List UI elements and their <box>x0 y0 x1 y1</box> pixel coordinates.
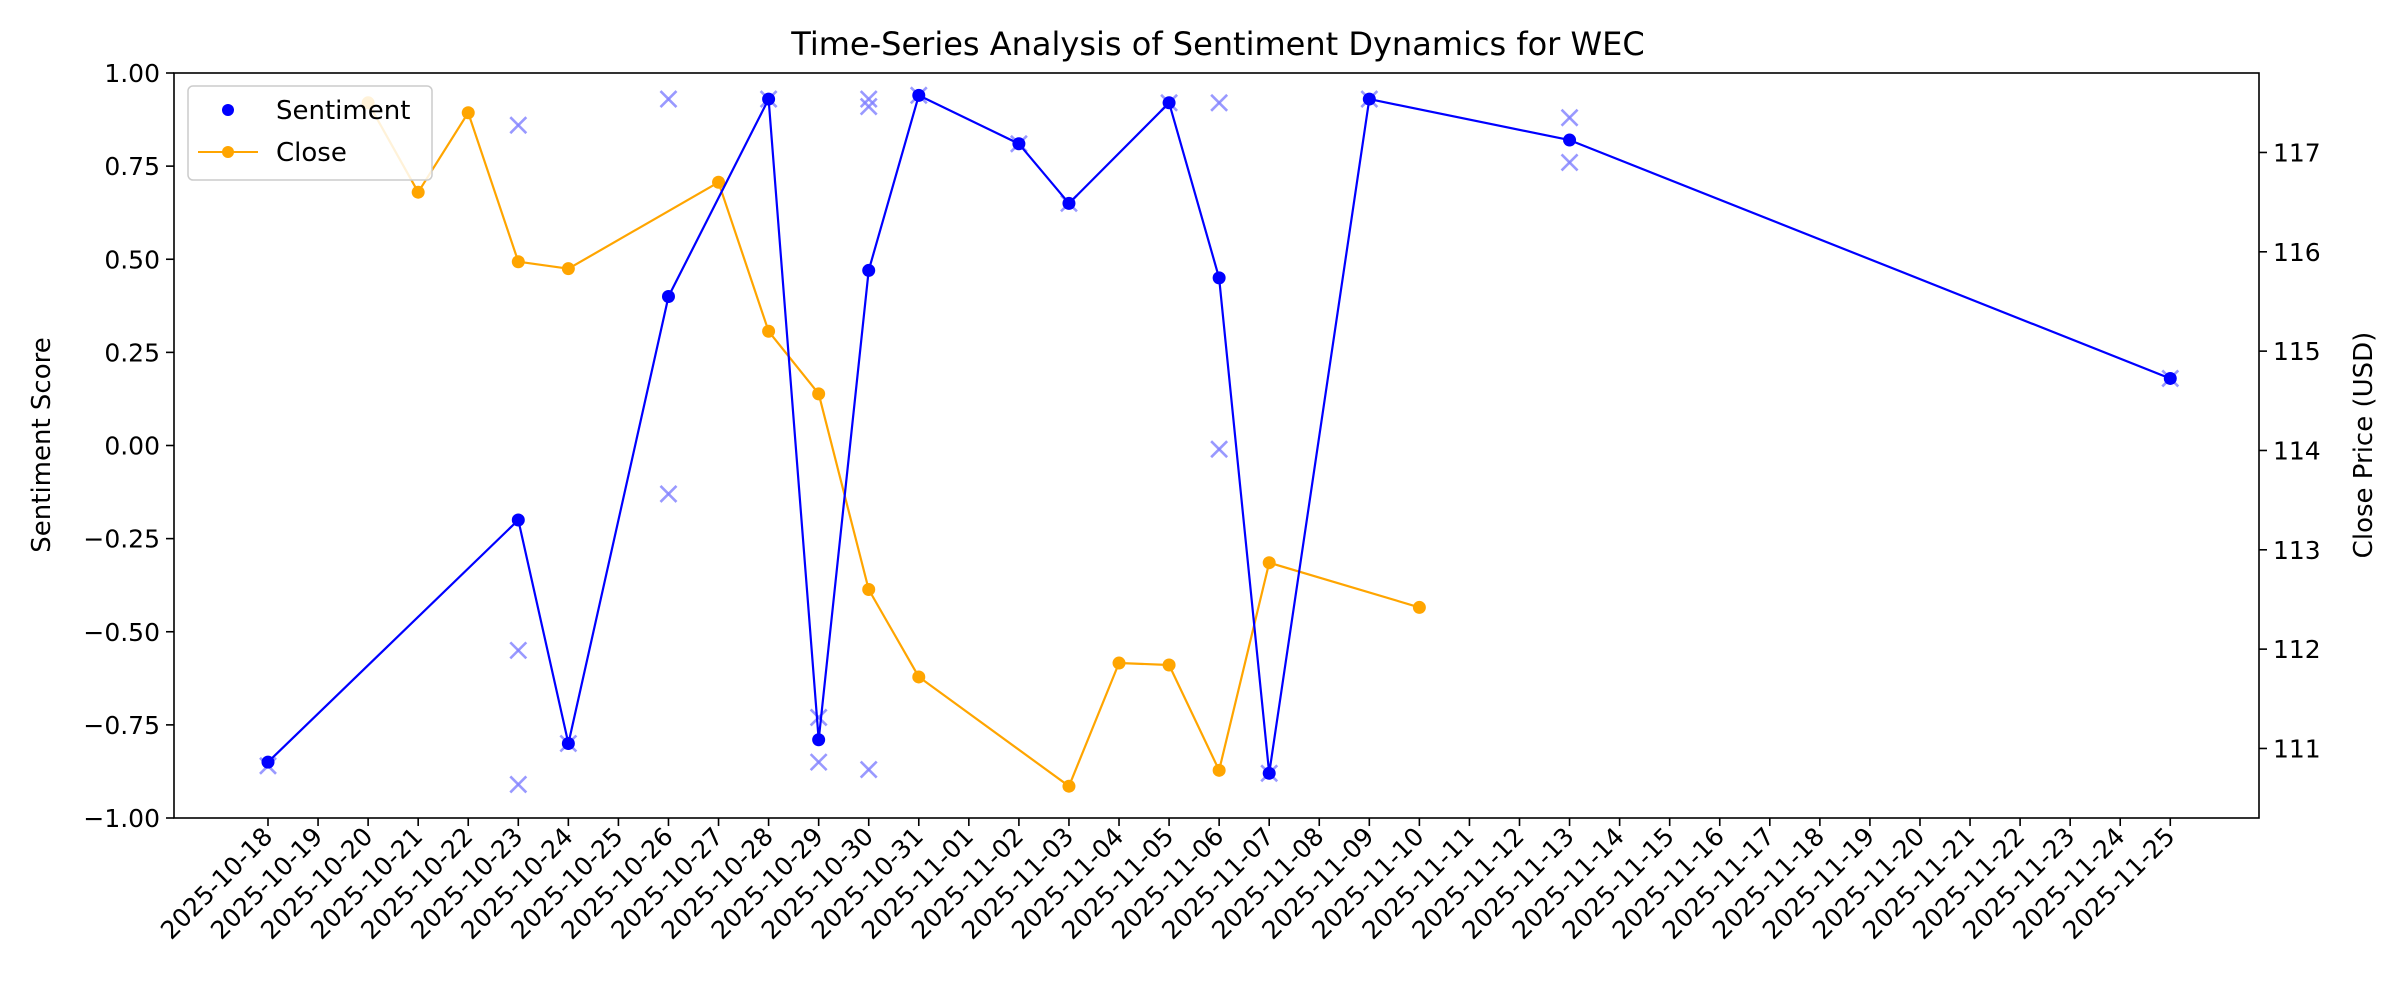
sentiment-point <box>1162 96 1176 110</box>
right-axis-tick-label: 114 <box>2273 436 2321 465</box>
left-axis-tick-label: 0.75 <box>104 152 160 181</box>
sentiment-series-layer <box>261 88 2177 780</box>
sentiment-point <box>661 290 675 303</box>
legend-sentiment-label: Sentiment <box>276 96 410 126</box>
right-axis-tick-label: 116 <box>2273 238 2321 267</box>
right-axis: 117 116 115 114 113 112 111 <box>2259 138 2321 763</box>
left-axis-tick-label: −1.00 <box>83 804 160 833</box>
close-point <box>762 324 776 338</box>
raw-point <box>659 90 678 108</box>
close-point <box>561 262 575 276</box>
left-axis: 1.00 0.75 0.50 0.25 0.00 −0.25 −0.50 −0.75 −1.00 <box>83 59 174 833</box>
sentiment-point <box>261 755 275 769</box>
close-point <box>511 255 525 269</box>
left-axis-tick-label: 0.50 <box>104 245 160 274</box>
left-axis-tick-label: 0.25 <box>104 338 160 367</box>
sentiment-point <box>762 92 776 106</box>
raw-point <box>509 641 528 660</box>
raw-point <box>859 760 878 779</box>
sentiment-point <box>1012 137 1026 151</box>
raw-point <box>809 708 828 727</box>
left-axis-tick-label: −0.75 <box>83 711 160 740</box>
raw-point <box>1210 93 1229 112</box>
sentiment-point <box>912 88 926 102</box>
close-point <box>1212 763 1226 777</box>
sentiment-point <box>862 263 876 277</box>
close-line <box>367 102 1420 788</box>
left-axis-tick-label: 0.00 <box>104 432 160 461</box>
raw-point <box>1560 153 1579 172</box>
sentiment-line <box>267 94 2171 775</box>
y-axis-title-left: Sentiment Score <box>27 337 57 552</box>
raw-point <box>659 485 678 503</box>
right-axis-tick-label: 117 <box>2273 138 2321 167</box>
close-point <box>1062 779 1076 793</box>
sentiment-point <box>511 513 525 527</box>
sentiment-point <box>2163 371 2177 385</box>
raw-point <box>1560 108 1579 127</box>
close-point <box>1412 600 1426 614</box>
right-axis-tick-label: 113 <box>2273 536 2321 565</box>
close-point <box>411 185 425 199</box>
left-axis-tick-label: −0.50 <box>83 618 160 647</box>
close-point <box>912 670 926 684</box>
sentiment-point <box>561 737 575 750</box>
sentiment-point <box>1212 271 1226 285</box>
left-axis-tick-label: 1.00 <box>104 59 160 88</box>
right-axis-tick-label: 112 <box>2273 635 2321 664</box>
x-axis: 2025-10-182025-10-192025-10-202025-10-21… <box>155 818 2181 945</box>
close-point <box>862 583 876 597</box>
right-axis-tick-label: 111 <box>2273 734 2321 763</box>
raw-point <box>859 90 878 108</box>
legend-box <box>187 85 433 181</box>
legend: Sentiment Close <box>187 85 433 181</box>
chart-title: Time-Series Analysis of Sentiment Dynami… <box>790 25 1644 63</box>
raw-point <box>809 753 828 772</box>
legend-close-marker <box>222 146 234 158</box>
close-series-layer <box>361 96 1426 793</box>
left-axis-tick-label: −0.25 <box>83 525 160 554</box>
sentiment-point <box>1362 92 1376 106</box>
close-point <box>1262 556 1276 570</box>
y-axis-title-right: Close Price (USD) <box>2349 332 2379 559</box>
close-point <box>712 175 726 189</box>
sentiment-point <box>1563 133 1577 147</box>
sentiment-point <box>1062 196 1076 210</box>
raw-point <box>1210 440 1229 459</box>
right-axis-tick-label: 115 <box>2273 337 2321 366</box>
sentiment-point <box>1262 766 1276 780</box>
close-point <box>461 106 475 120</box>
close-point <box>812 387 826 401</box>
sentiment-point <box>812 733 826 747</box>
raw-point <box>859 97 878 116</box>
raw-point <box>509 775 528 794</box>
close-point <box>1162 658 1176 672</box>
legend-close-label: Close <box>276 138 347 168</box>
legend-sentiment-marker <box>222 104 234 116</box>
close-point <box>1112 656 1126 670</box>
raw-point <box>509 116 528 135</box>
